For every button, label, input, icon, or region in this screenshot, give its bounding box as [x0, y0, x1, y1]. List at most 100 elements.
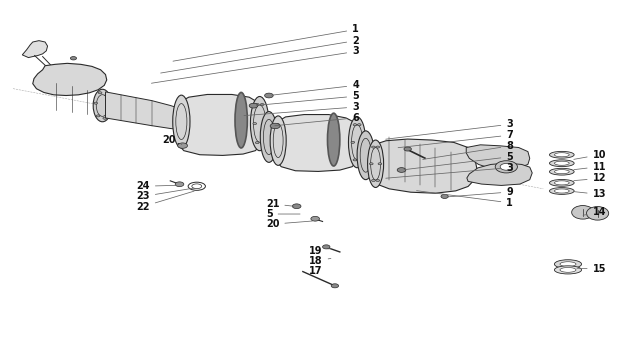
Ellipse shape [260, 112, 277, 163]
Ellipse shape [441, 194, 448, 199]
Ellipse shape [70, 56, 77, 60]
Ellipse shape [98, 92, 102, 94]
Polygon shape [177, 95, 261, 155]
Text: 5: 5 [256, 91, 359, 105]
Text: 5: 5 [266, 209, 300, 219]
Text: 22: 22 [137, 191, 194, 211]
Ellipse shape [349, 117, 366, 168]
Text: 1: 1 [173, 24, 359, 61]
Text: 20: 20 [266, 219, 312, 229]
Polygon shape [33, 63, 107, 96]
Text: 15: 15 [577, 264, 606, 274]
Text: 1: 1 [417, 191, 513, 208]
Text: 20: 20 [163, 135, 182, 145]
Ellipse shape [572, 206, 594, 219]
Ellipse shape [549, 160, 574, 167]
Ellipse shape [554, 153, 569, 157]
Ellipse shape [177, 143, 187, 148]
Text: 3: 3 [386, 163, 513, 178]
Text: 14: 14 [583, 207, 606, 217]
Text: 17: 17 [309, 266, 323, 276]
Text: 9: 9 [447, 187, 513, 197]
Ellipse shape [270, 123, 280, 129]
Ellipse shape [549, 151, 574, 158]
Text: 21: 21 [266, 199, 294, 209]
Polygon shape [467, 163, 532, 185]
Ellipse shape [353, 124, 357, 126]
Text: 23: 23 [137, 188, 194, 201]
Text: 6: 6 [275, 113, 359, 126]
Ellipse shape [94, 102, 98, 104]
Ellipse shape [93, 89, 112, 122]
Text: 5: 5 [404, 152, 513, 170]
Ellipse shape [549, 180, 574, 186]
Ellipse shape [495, 161, 517, 173]
Ellipse shape [253, 122, 256, 124]
Ellipse shape [249, 103, 258, 108]
Ellipse shape [323, 245, 330, 249]
Ellipse shape [357, 131, 375, 180]
Ellipse shape [105, 94, 109, 96]
Ellipse shape [586, 207, 609, 220]
Ellipse shape [172, 95, 190, 148]
Text: 12: 12 [574, 173, 606, 184]
Ellipse shape [255, 103, 259, 105]
Ellipse shape [560, 268, 576, 272]
Polygon shape [373, 139, 476, 193]
Ellipse shape [177, 101, 192, 141]
Text: 11: 11 [574, 162, 606, 172]
Ellipse shape [549, 188, 574, 194]
Ellipse shape [500, 164, 512, 170]
Text: 24: 24 [137, 181, 177, 191]
Ellipse shape [265, 93, 273, 98]
Text: 7: 7 [398, 130, 513, 148]
Ellipse shape [351, 141, 355, 143]
Text: 2: 2 [161, 36, 359, 73]
Text: 8: 8 [423, 141, 513, 159]
Ellipse shape [404, 147, 412, 151]
Polygon shape [466, 145, 530, 170]
Ellipse shape [357, 159, 361, 161]
Ellipse shape [328, 113, 340, 166]
Text: 4: 4 [272, 80, 359, 95]
Ellipse shape [549, 168, 574, 175]
Text: 18: 18 [309, 256, 331, 266]
Ellipse shape [376, 146, 379, 148]
Ellipse shape [250, 97, 269, 151]
Text: 3: 3 [244, 102, 359, 116]
Ellipse shape [554, 181, 569, 185]
Ellipse shape [235, 92, 247, 148]
Ellipse shape [270, 116, 286, 165]
Ellipse shape [263, 122, 266, 124]
Ellipse shape [108, 107, 111, 109]
Ellipse shape [103, 117, 106, 119]
Ellipse shape [260, 103, 264, 105]
Ellipse shape [554, 170, 569, 174]
Ellipse shape [554, 266, 582, 274]
Ellipse shape [371, 180, 375, 182]
Ellipse shape [360, 141, 363, 143]
Ellipse shape [378, 163, 382, 165]
Text: 19: 19 [309, 245, 331, 256]
Text: 3: 3 [386, 119, 513, 139]
Ellipse shape [554, 260, 582, 269]
Ellipse shape [255, 142, 259, 144]
Ellipse shape [96, 115, 100, 117]
Ellipse shape [554, 161, 569, 165]
Ellipse shape [292, 204, 301, 209]
Ellipse shape [311, 216, 320, 221]
Ellipse shape [357, 124, 361, 126]
Ellipse shape [560, 262, 576, 267]
Ellipse shape [331, 284, 339, 288]
Ellipse shape [368, 140, 384, 187]
Text: 3: 3 [151, 47, 359, 83]
Polygon shape [22, 41, 48, 57]
Polygon shape [275, 115, 358, 171]
Ellipse shape [260, 142, 264, 144]
Ellipse shape [554, 189, 569, 193]
Text: 10: 10 [574, 150, 606, 160]
Ellipse shape [353, 159, 357, 161]
Ellipse shape [371, 146, 375, 148]
Polygon shape [106, 92, 182, 130]
Text: 13: 13 [574, 189, 606, 199]
